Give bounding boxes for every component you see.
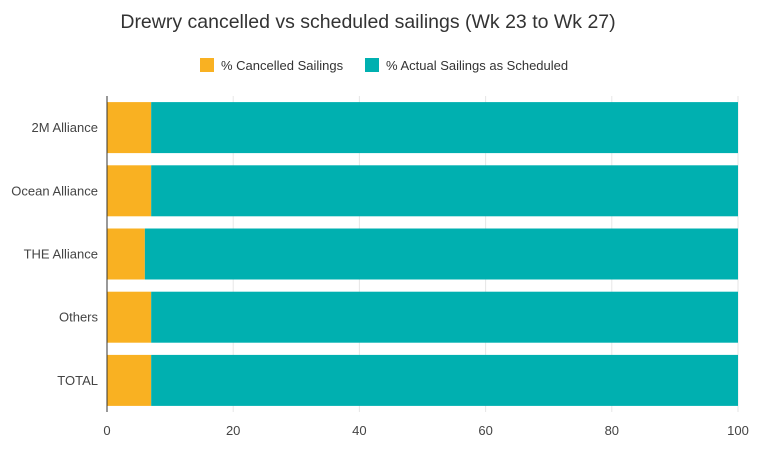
bar-cancelled-4[interactable] [107, 354, 152, 406]
bar-scheduled-2[interactable] [144, 228, 739, 280]
legend: % Cancelled Sailings % Actual Sailings a… [0, 55, 780, 75]
bar-scheduled-1[interactable] [151, 165, 739, 217]
bar-scheduled-0[interactable] [151, 102, 739, 154]
x-tick-label: 100 [727, 423, 749, 438]
category-label: 2M Alliance [32, 120, 98, 135]
bar-cancelled-0[interactable] [107, 102, 152, 154]
x-tick-label: 20 [226, 423, 240, 438]
bar-cancelled-3[interactable] [107, 291, 152, 343]
legend-label-cancelled: % Cancelled Sailings [221, 57, 344, 73]
bar-scheduled-4[interactable] [151, 354, 739, 406]
legend-swatch-scheduled [365, 58, 379, 72]
legend-item-cancelled[interactable]: % Cancelled Sailings [200, 55, 343, 75]
category-label: Ocean Alliance [11, 183, 98, 198]
x-tick-label: 60 [478, 423, 492, 438]
bar-scheduled-3[interactable] [151, 291, 739, 343]
legend-swatch-cancelled [200, 58, 214, 72]
x-tick-label: 80 [605, 423, 619, 438]
x-tick-label: 0 [103, 423, 110, 438]
legend-label-scheduled: % Actual Sailings as Scheduled [386, 57, 569, 73]
legend-item-scheduled[interactable]: % Actual Sailings as Scheduled [365, 55, 568, 75]
category-label: TOTAL [57, 373, 98, 388]
chart-title: Drewry cancelled vs scheduled sailings (… [120, 11, 616, 33]
bar-cancelled-2[interactable] [107, 228, 145, 280]
x-tick-label: 40 [352, 423, 366, 438]
bar-cancelled-1[interactable] [107, 165, 152, 217]
category-label: Others [59, 310, 99, 325]
category-label: THE Alliance [24, 247, 98, 262]
